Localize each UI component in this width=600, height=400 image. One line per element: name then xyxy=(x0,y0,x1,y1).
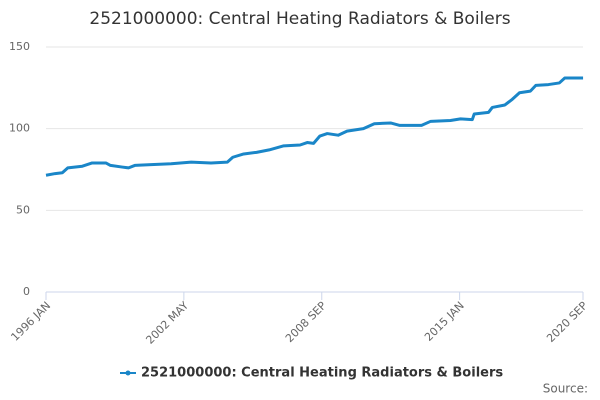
legend-marker-dot xyxy=(125,370,131,376)
y-tick-label: 150 xyxy=(9,40,30,53)
series-line xyxy=(45,76,584,177)
x-tick-label: 2008 SEP xyxy=(283,299,329,345)
x-tick-label: 2015 JAN xyxy=(422,299,467,344)
legend-label: 2521000000: Central Heating Radiators & … xyxy=(141,366,503,381)
x-tick-label: 2002 MAY xyxy=(143,299,191,347)
chart-title: 2521000000: Central Heating Radiators & … xyxy=(89,9,510,29)
x-tick-label: 1996 JAN xyxy=(8,299,53,344)
x-tick-label: 2020 SEP xyxy=(544,299,590,345)
source: Source: xyxy=(543,382,588,396)
y-tick-label: 0 xyxy=(23,285,30,298)
y-tick-label: 50 xyxy=(16,203,30,216)
y-tick-label: 100 xyxy=(9,122,30,135)
